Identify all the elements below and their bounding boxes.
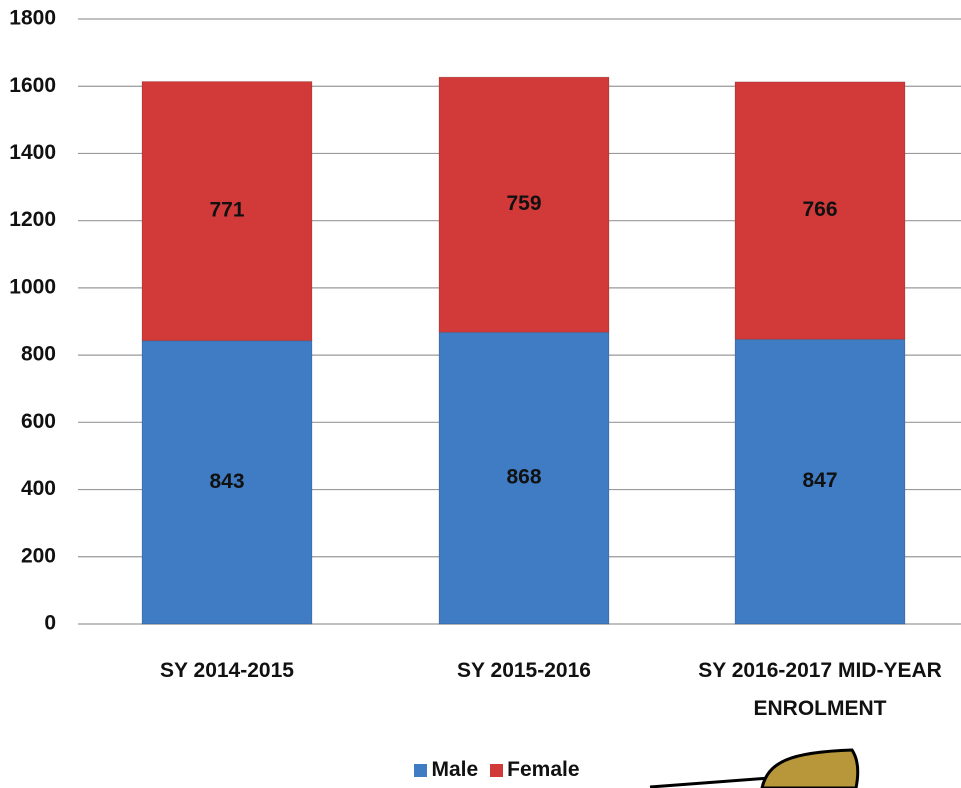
- legend-swatch: [490, 764, 503, 777]
- data-label: 759: [506, 192, 541, 215]
- data-label: 771: [209, 199, 244, 222]
- x-tick-label: SY 2016-2017 MID-YEAR ENROLMENT: [680, 652, 960, 728]
- data-label: 766: [802, 198, 837, 221]
- legend-item: Female: [490, 758, 579, 782]
- data-label: 868: [506, 466, 541, 489]
- y-tick-label: 400: [21, 477, 56, 500]
- x-tick-label: SY 2014-2015: [87, 652, 367, 690]
- y-tick-label: 1800: [9, 7, 56, 30]
- y-tick-label: 0: [44, 612, 56, 635]
- y-tick-label: 800: [21, 343, 56, 366]
- y-tick-label: 1200: [9, 208, 56, 231]
- legend-label: Male: [431, 758, 478, 781]
- data-label: 847: [802, 469, 837, 492]
- data-label: 843: [209, 470, 244, 493]
- y-tick-label: 1600: [9, 74, 56, 97]
- y-tick-label: 600: [21, 410, 56, 433]
- legend-item: Male: [414, 758, 478, 782]
- legend: Male Female: [0, 758, 961, 782]
- y-tick-label: 200: [21, 544, 56, 567]
- y-tick-label: 1400: [9, 141, 56, 164]
- legend-label: Female: [507, 758, 579, 781]
- legend-swatch: [414, 764, 427, 777]
- y-tick-label: 1000: [9, 275, 56, 298]
- page: 0 200 400 600 800 1000 1200 1400 1600 1800 843 771 8…: [0, 0, 961, 788]
- x-tick-label: SY 2015-2016: [384, 652, 664, 690]
